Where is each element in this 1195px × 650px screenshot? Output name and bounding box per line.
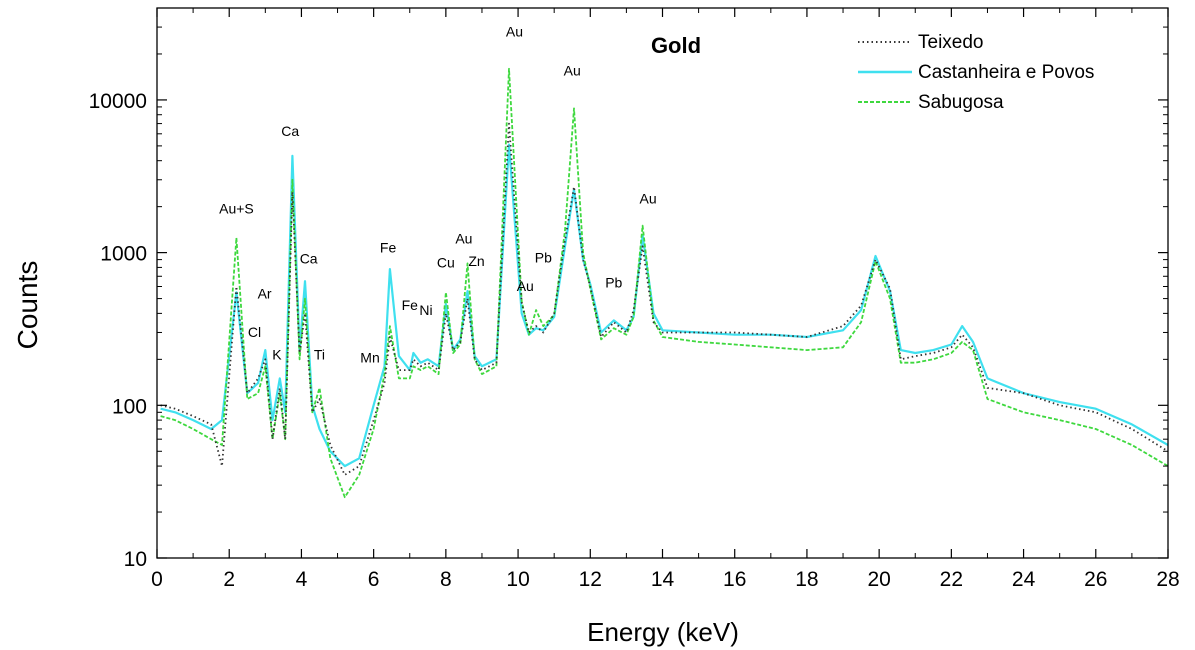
legend: Teixedo Castanheira e Povos Sabugosa [858,32,1094,113]
y-tick-label: 1000 [100,243,147,266]
peak-label: Ni [419,302,432,318]
x-tick-label: 16 [723,568,746,591]
peak-label: Fe [380,240,397,256]
series-line-castanheira-e-povos [160,143,1168,468]
peak-label: Pb [535,250,552,266]
x-axis-label: Energy (keV) [587,617,739,647]
x-tick-label: 28 [1156,568,1179,591]
x-axis: 0 2 4 6 8 10 12 14 16 18 20 22 24 26 28 [151,8,1180,591]
peak-label: Ti [314,346,325,362]
x-tick-label: 8 [440,568,452,591]
y-tick-label: 100 [112,395,147,418]
x-tick-label: 12 [579,568,602,591]
x-tick-label: 4 [296,568,308,591]
peak-label: Au [506,24,523,40]
peak-label: Cu [437,254,455,270]
chart-title: Gold [651,33,701,58]
plot-frame [156,7,1169,559]
y-axis-label: Counts [12,261,43,350]
y-tick-label: 10 [124,548,147,571]
peak-label: Au+S [219,201,254,217]
x-tick-label: 6 [368,568,380,591]
x-tick-label: 20 [867,568,890,591]
x-tick-label: 0 [151,568,163,591]
x-tick-label: 10 [506,568,529,591]
series-line-teixedo [160,122,1168,476]
series-layer [160,67,1168,499]
peak-label: Au [639,190,656,206]
x-tick-label: 2 [223,568,235,591]
peak-label: Pb [605,275,622,291]
legend-label: Sabugosa [918,92,1004,113]
peak-label: Mn [360,350,379,366]
peak-label: Ca [281,123,299,139]
peak-label: Zn [468,253,484,269]
peak-label: K [272,346,282,362]
legend-label: Castanheira e Povos [918,62,1094,83]
peak-label: Ca [300,250,318,266]
peak-label: Ar [258,286,272,302]
peak-label: Au [564,62,581,78]
legend-label: Teixedo [918,32,984,53]
x-tick-label: 14 [651,568,675,591]
peak-label: Au [517,278,534,294]
x-tick-label: 18 [795,568,818,591]
series-line-sabugosa [160,67,1168,499]
x-tick-label: 24 [1012,568,1036,591]
peak-label: Au [455,230,472,246]
peak-label: Cl [248,324,261,340]
y-axis: 10 100 1000 10000 [89,7,1168,571]
peak-label: Fe [402,297,419,313]
y-tick-label: 10000 [89,90,147,113]
x-tick-label: 26 [1084,568,1107,591]
x-tick-label: 22 [940,568,963,591]
